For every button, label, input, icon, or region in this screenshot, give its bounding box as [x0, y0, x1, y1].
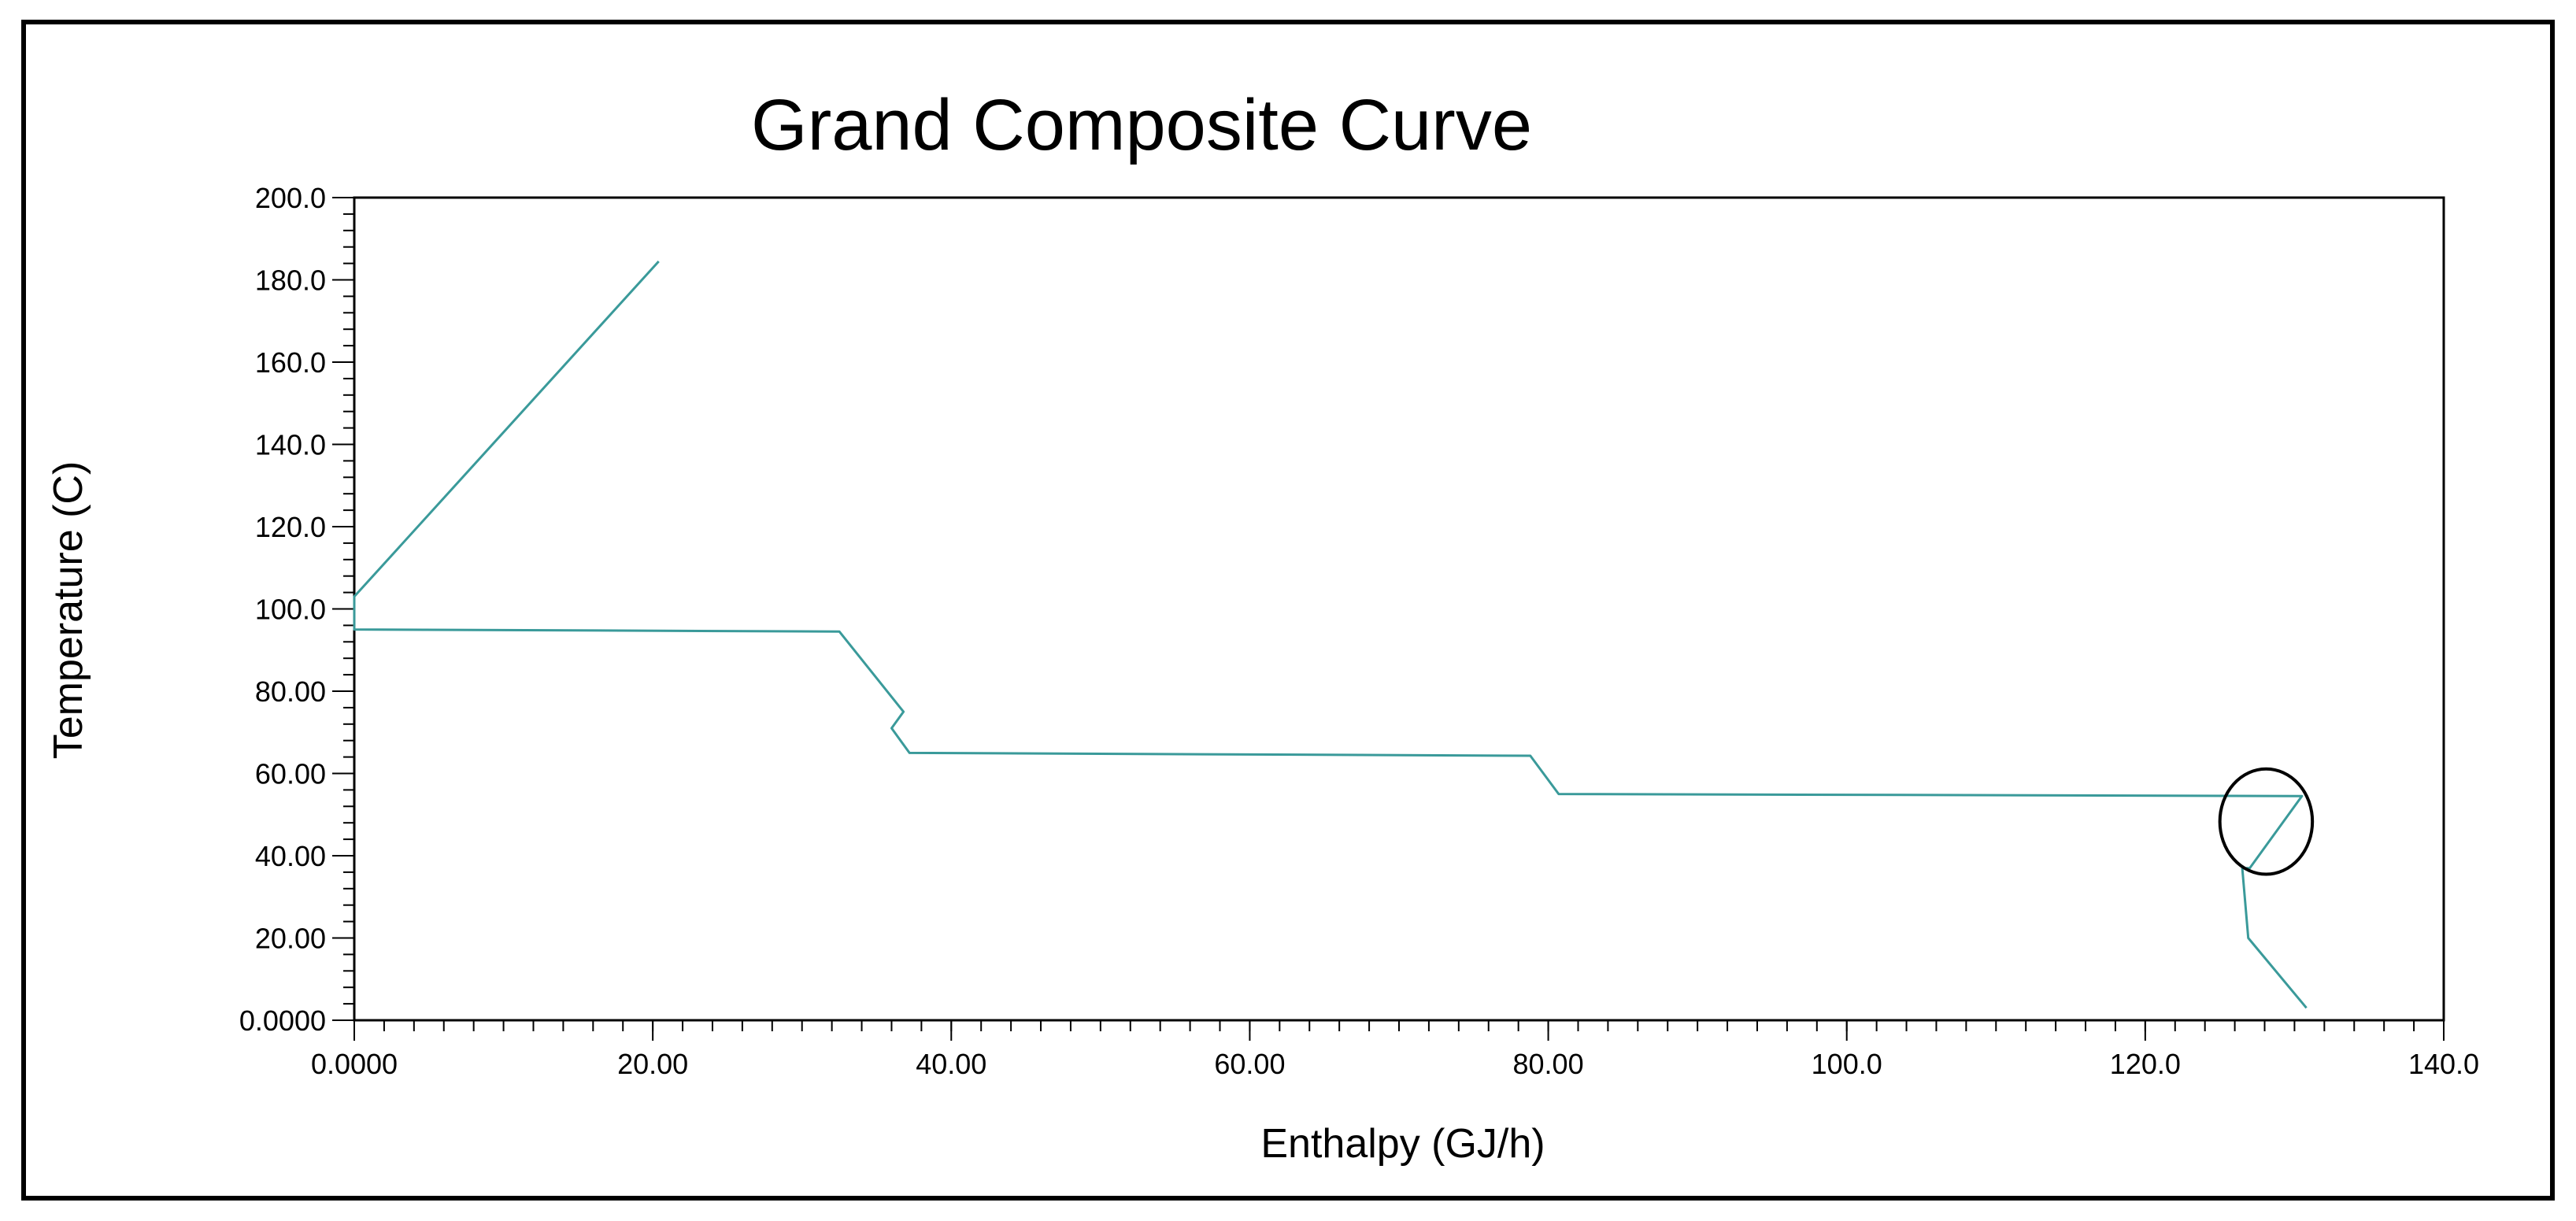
y-tick-label: 180.0: [255, 265, 326, 297]
y-tick-label: 40.00: [255, 840, 326, 872]
x-tick-label: 20.00: [617, 1048, 688, 1080]
chart-title: Grand Composite Curve: [751, 85, 1532, 165]
x-tick-label: 120.0: [2110, 1048, 2181, 1080]
x-tick-label: 40.00: [916, 1048, 986, 1080]
x-tick-label: 60.00: [1214, 1048, 1285, 1080]
y-tick-label: 140.0: [255, 429, 326, 461]
annotation-layer: [2218, 767, 2315, 876]
y-tick-label: 160.0: [255, 346, 326, 379]
y-tick-label: 200.0: [255, 182, 326, 214]
x-axis-label: Enthalpy (GJ/h): [1260, 1121, 1545, 1167]
y-axis: 0.0000 20.00 40.00 60.00 80.00 100.0 120.0 140.…: [239, 182, 354, 1037]
y-tick-label: 80.00: [255, 675, 326, 708]
x-tick-label: 0.0000: [311, 1048, 398, 1080]
highlight-ellipse: [2218, 767, 2315, 876]
y-axis-label: Temperature (C): [46, 461, 91, 760]
y-tick-label: 60.00: [255, 758, 326, 790]
chart-frame: [21, 20, 2555, 1201]
x-axis: 0.0000 20.00 40.00 60.00 80.00 100.0 120.0 140.…: [311, 1020, 2479, 1080]
x-tick-label: 100.0: [1812, 1048, 1882, 1080]
y-tick-label: 100.0: [255, 594, 326, 626]
x-tick-label: 80.00: [1513, 1048, 1584, 1080]
y-tick-label: 20.00: [255, 923, 326, 955]
y-tick-label: 120.0: [255, 511, 326, 543]
y-tick-label: 0.0000: [239, 1005, 326, 1037]
x-tick-label: 140.0: [2408, 1048, 2479, 1080]
